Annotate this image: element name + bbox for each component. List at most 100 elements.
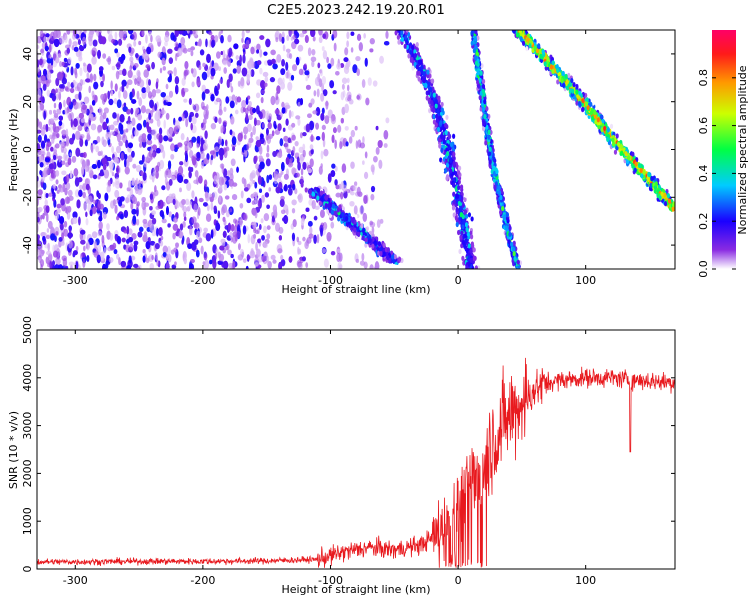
spectral-peak <box>417 70 421 76</box>
noise-cell <box>331 134 335 144</box>
noise-cell <box>157 51 162 58</box>
noise-cell <box>61 160 66 166</box>
noise-cell <box>181 238 184 245</box>
noise-cell <box>50 146 54 152</box>
noise-cell <box>271 58 276 65</box>
noise-cell <box>322 89 328 97</box>
noise-cell <box>131 99 137 104</box>
noise-cell <box>77 38 81 46</box>
noise-cell <box>128 46 132 53</box>
noise-cell <box>310 134 314 142</box>
spectral-peak <box>440 107 444 113</box>
noise-cell <box>79 45 85 52</box>
noise-cell <box>100 251 105 261</box>
noise-cell <box>168 90 174 98</box>
noise-cell <box>48 163 54 170</box>
noise-cell <box>100 36 107 45</box>
noise-cell <box>68 112 72 122</box>
noise-cell <box>61 77 68 85</box>
noise-cell <box>37 189 43 196</box>
noise-cell <box>86 240 90 251</box>
noise-cell <box>63 57 68 63</box>
spectral-peak <box>319 190 324 196</box>
noise-cell <box>58 120 63 126</box>
noise-cell <box>116 51 120 58</box>
spectral-peak <box>463 209 468 215</box>
noise-cell <box>268 113 273 121</box>
noise-cell <box>98 106 102 116</box>
noise-cell <box>149 193 154 200</box>
spectral-peak <box>508 231 512 237</box>
noise-cell <box>116 236 121 244</box>
noise-cell <box>196 151 201 159</box>
noise-cell <box>298 68 304 76</box>
noise-cell <box>253 227 257 234</box>
noise-cell <box>158 227 163 237</box>
noise-cell <box>65 174 70 183</box>
spectral-peak <box>499 194 503 201</box>
noise-cell <box>385 30 389 39</box>
noise-cell <box>76 82 83 92</box>
noise-cell <box>155 89 161 94</box>
noise-cell <box>236 96 242 103</box>
spectral-peak <box>460 230 464 236</box>
noise-cell <box>78 112 85 119</box>
noise-cell <box>158 134 163 144</box>
noise-cell <box>73 168 79 177</box>
noise-cell <box>147 91 153 99</box>
noise-cell <box>151 210 156 216</box>
noise-cell <box>241 37 244 44</box>
noise-cell <box>271 130 275 137</box>
noise-cell <box>188 114 192 123</box>
noise-cell <box>281 59 286 67</box>
noise-cell <box>198 237 203 244</box>
spectral-peak <box>439 120 443 126</box>
noise-cell <box>217 136 222 145</box>
noise-cell <box>340 91 345 101</box>
noise-cell <box>260 218 264 224</box>
noise-cell <box>356 95 361 100</box>
noise-cell <box>274 109 280 115</box>
noise-cell <box>282 127 286 132</box>
spectral-peak <box>360 223 364 229</box>
noise-cell <box>145 241 151 250</box>
noise-cell <box>76 199 81 209</box>
noise-cell <box>59 141 65 147</box>
spectral-peak <box>318 200 323 206</box>
noise-cell <box>196 143 200 149</box>
noise-cell <box>42 182 47 190</box>
noise-cell <box>77 102 81 110</box>
noise-cell <box>239 219 243 227</box>
noise-cell <box>52 184 57 190</box>
spectral-peak <box>449 168 453 174</box>
noise-cell <box>102 163 107 171</box>
noise-cell <box>38 58 43 66</box>
noise-cell <box>327 63 332 69</box>
noise-cell <box>138 97 143 107</box>
noise-cell <box>37 59 40 68</box>
noise-cell <box>188 263 195 269</box>
noise-cell <box>363 194 368 204</box>
noise-cell <box>37 180 41 188</box>
noise-cell <box>362 212 368 222</box>
noise-cell <box>68 261 75 266</box>
noise-cell <box>232 260 236 269</box>
noise-cell <box>132 31 137 41</box>
noise-cell <box>230 86 234 93</box>
noise-cell <box>239 54 242 64</box>
noise-cell <box>39 103 45 111</box>
noise-cell <box>266 144 270 153</box>
noise-cell <box>169 128 173 136</box>
noise-cell <box>58 239 62 248</box>
noise-cell <box>339 264 343 269</box>
noise-cell <box>210 229 214 239</box>
noise-cell <box>210 201 214 211</box>
noise-cell <box>118 69 124 76</box>
spectrogram-marks <box>37 30 675 269</box>
noise-cell <box>320 150 324 160</box>
noise-cell <box>109 244 115 251</box>
spectral-peak <box>464 237 468 244</box>
noise-cell <box>288 30 293 37</box>
noise-cell <box>92 143 96 150</box>
noise-cell <box>126 108 131 115</box>
